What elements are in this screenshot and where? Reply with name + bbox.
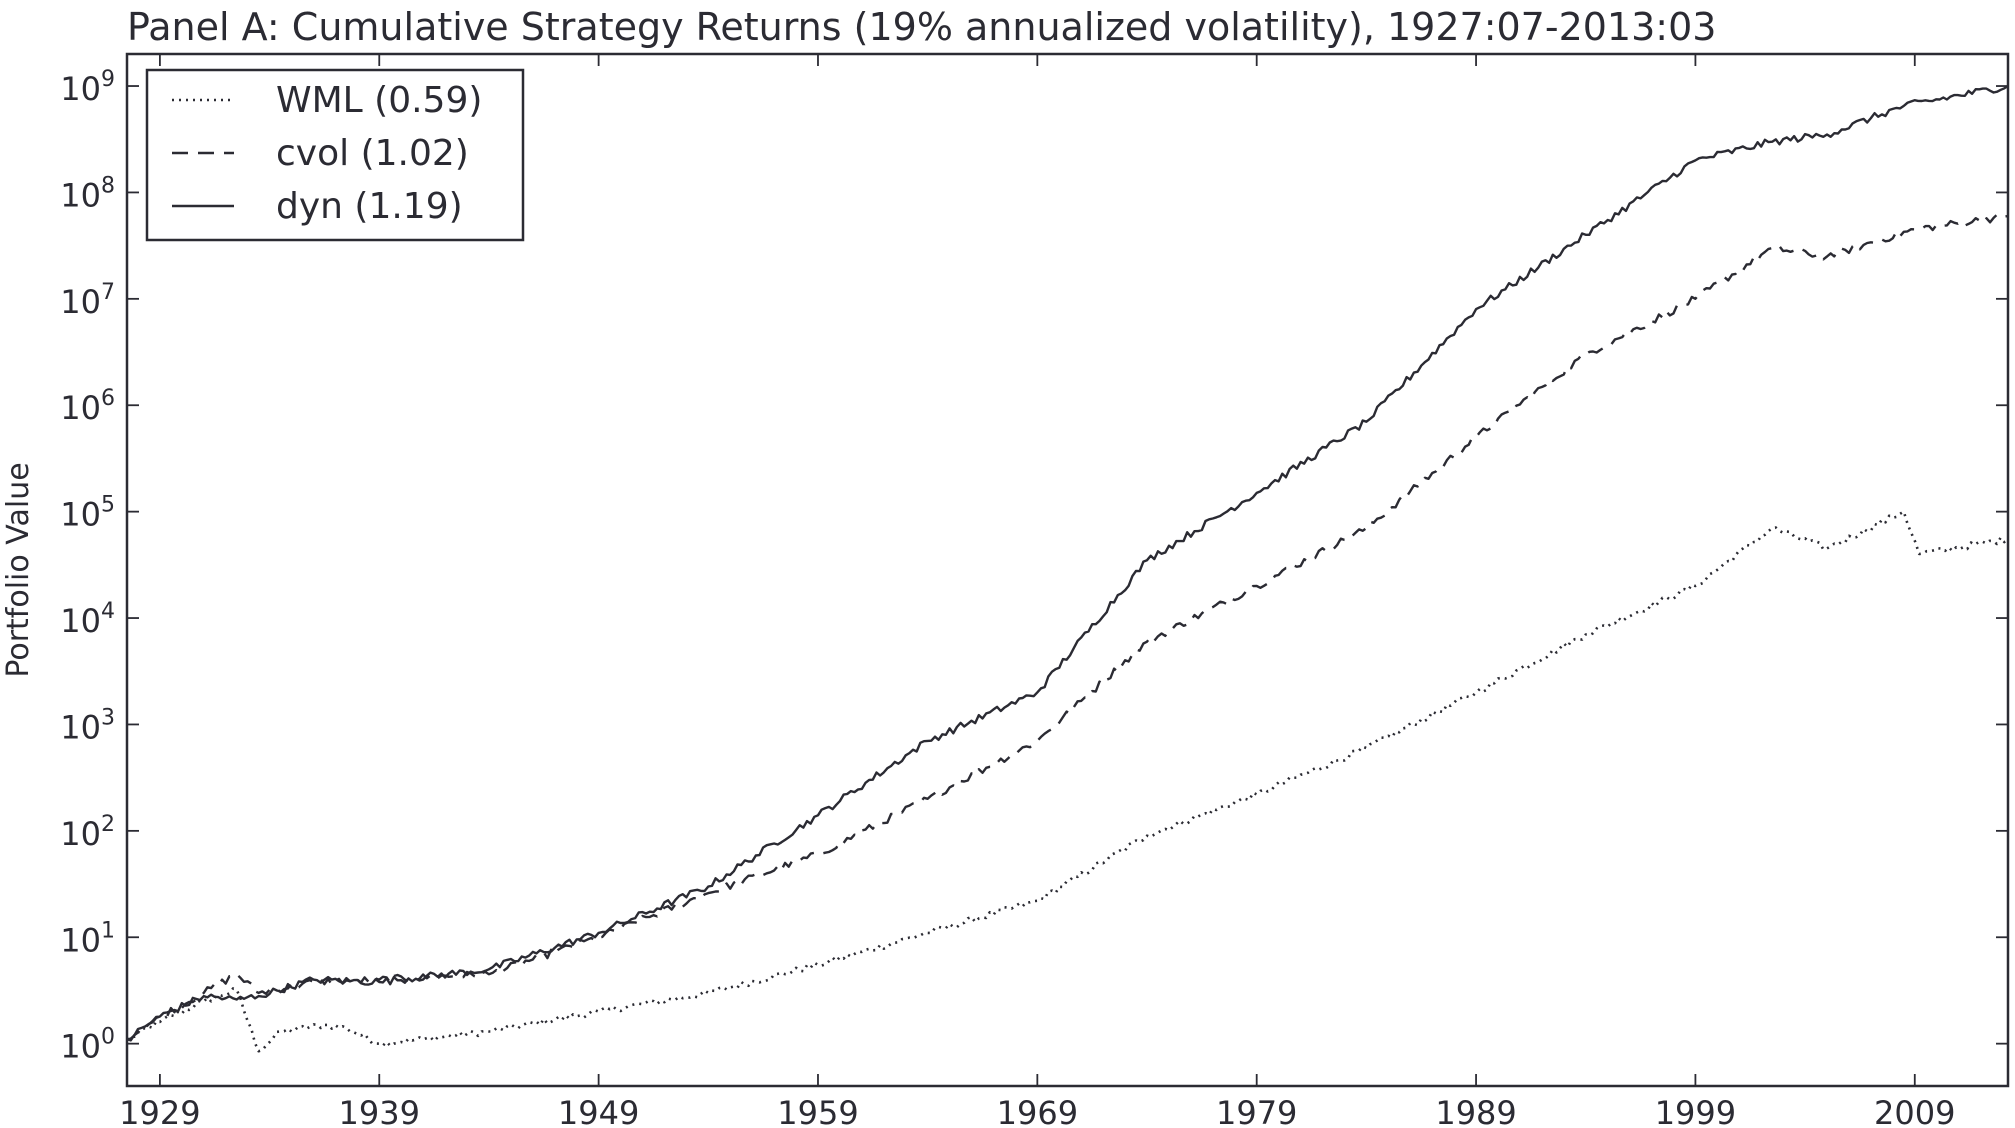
plot-frame [125,52,2010,1088]
x-tick-label: 1969 [997,1094,1078,1128]
y-tick-label: 101 [60,918,115,959]
x-tick-label: 1939 [339,1094,420,1128]
x-tick-label: 1949 [558,1094,639,1128]
legend-label-1: WML (0.59) [276,80,482,121]
x-tick-label: 2009 [1874,1094,1955,1128]
legend: WML (0.59) cvol (1.02) dyn (1.19) [145,68,525,242]
y-tick-label: 106 [60,386,115,427]
x-tick-label: 1989 [1435,1094,1516,1128]
y-tick-label: 109 [60,67,115,108]
chart-title: Panel A: Cumulative Strategy Returns (19… [127,5,1716,49]
legend-box [145,68,525,242]
y-axis-label: Portfolio Value [1,462,36,677]
y-axis: 100 101 102 103 104 105 106 107 108 109 [60,67,2008,1066]
y-tick-label: 100 [60,1025,115,1066]
y-tick-label: 105 [60,493,115,534]
x-tick-label: 1959 [777,1094,858,1128]
x-axis: 1929 1939 1949 1959 1969 1979 1989 1999 2009 [119,54,1955,1128]
series-line-1 [126,510,2009,1053]
y-tick-label: 108 [60,173,115,214]
y-tick-label: 104 [60,599,115,640]
series-layer [126,84,2009,1053]
x-tick-label: 1929 [119,1094,200,1128]
series-line-2 [126,213,2009,1042]
y-tick-label: 102 [60,812,115,853]
x-tick-label: 1979 [1216,1094,1297,1128]
y-tick-label: 103 [60,705,115,746]
legend-label-2: cvol (1.02) [276,133,469,174]
series-line-3 [126,84,2009,1041]
legend-label-3: dyn (1.19) [276,186,463,227]
x-tick-label: 1999 [1655,1094,1736,1128]
y-tick-label: 107 [60,280,115,321]
